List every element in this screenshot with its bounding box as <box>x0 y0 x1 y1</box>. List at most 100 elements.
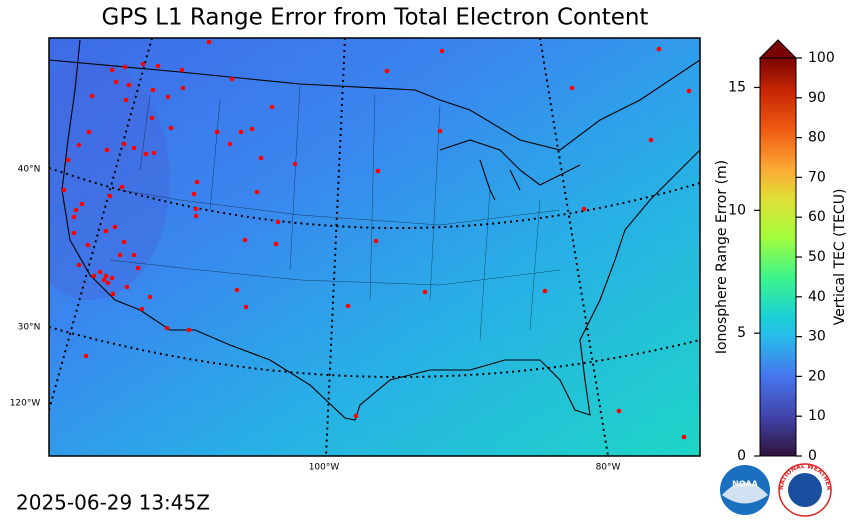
right-tick-label: 30 <box>808 329 826 345</box>
station <box>569 85 575 91</box>
station <box>110 291 116 297</box>
right-tick-label: 60 <box>808 209 826 225</box>
station <box>124 284 130 290</box>
right-tick-label: 100 <box>808 50 835 66</box>
station <box>193 213 199 219</box>
station <box>112 224 118 230</box>
station <box>227 141 233 147</box>
station <box>113 79 119 85</box>
map-frame <box>48 37 701 457</box>
noaa-text: NOAA <box>732 480 758 489</box>
noaa-wave <box>722 482 768 504</box>
tec-contour <box>49 60 170 300</box>
station <box>140 61 146 67</box>
station <box>147 294 153 300</box>
right-tick-label: 80 <box>808 130 826 146</box>
station <box>143 151 149 157</box>
left-tick-label: 5 <box>737 325 746 341</box>
right-tick-label: 0 <box>808 448 817 464</box>
station <box>109 67 115 73</box>
station <box>439 48 445 54</box>
station <box>61 187 67 193</box>
station <box>149 115 155 121</box>
station <box>353 413 359 419</box>
right-tick-label: 10 <box>808 408 826 424</box>
station <box>71 230 77 236</box>
right-tick-label: 70 <box>808 169 826 185</box>
station <box>76 142 82 148</box>
station <box>375 168 381 174</box>
station <box>89 93 95 99</box>
station <box>79 201 85 207</box>
station <box>123 97 129 103</box>
station <box>422 289 428 295</box>
station <box>65 157 71 163</box>
station <box>186 327 192 333</box>
station <box>656 46 662 52</box>
station <box>139 306 145 312</box>
station <box>179 67 185 73</box>
station <box>135 265 141 271</box>
station <box>121 141 127 147</box>
station <box>73 207 79 213</box>
station <box>122 64 128 70</box>
meridian-120w <box>49 38 153 411</box>
station <box>229 76 235 82</box>
station <box>345 303 351 309</box>
station <box>292 161 298 167</box>
station <box>681 434 687 440</box>
station <box>269 104 275 110</box>
station <box>249 126 255 132</box>
station <box>105 280 111 286</box>
station <box>121 239 127 245</box>
state-lines <box>109 84 561 341</box>
station <box>101 277 107 283</box>
station <box>384 68 390 74</box>
lon-label: 80°W <box>596 463 621 473</box>
colorbar-extend <box>758 39 798 59</box>
station <box>243 304 249 310</box>
station <box>214 129 220 135</box>
station <box>193 206 199 212</box>
station <box>155 63 161 69</box>
station <box>437 128 443 134</box>
lat-label: 30°N <box>18 323 41 333</box>
stations <box>61 39 692 440</box>
coastline <box>61 39 700 421</box>
station <box>686 88 692 94</box>
right-tick-label: 40 <box>808 289 826 305</box>
timestamp: 2025-06-29 13:45Z <box>16 491 210 515</box>
station <box>117 252 123 258</box>
right-axis-label: Vertical TEC (TECU) <box>832 189 848 326</box>
lon-label: 100°W <box>309 463 340 473</box>
station <box>85 242 91 248</box>
station <box>616 408 622 414</box>
right-tick-label: 90 <box>808 90 826 106</box>
station <box>97 269 103 275</box>
meridian-100w <box>325 38 346 456</box>
station <box>206 39 212 45</box>
right-tick-label: 50 <box>808 249 826 265</box>
station <box>151 150 157 156</box>
colorbar <box>759 57 797 457</box>
station <box>83 353 89 359</box>
left-tick-label: 0 <box>737 448 746 464</box>
meridian-80w <box>539 38 609 456</box>
station <box>131 252 137 258</box>
station <box>234 287 240 293</box>
station <box>258 155 264 161</box>
lat-label: 40°N <box>18 165 41 175</box>
station <box>581 206 587 212</box>
station <box>168 125 174 131</box>
station <box>542 288 548 294</box>
lon-label: 120°W <box>10 399 41 409</box>
station <box>107 193 113 199</box>
station <box>180 85 186 91</box>
station <box>91 273 97 279</box>
station <box>104 147 110 153</box>
station <box>103 273 109 279</box>
station <box>119 184 125 190</box>
station <box>126 82 132 88</box>
left-axis-label: Ionosphere Range Error (m) <box>714 160 730 354</box>
